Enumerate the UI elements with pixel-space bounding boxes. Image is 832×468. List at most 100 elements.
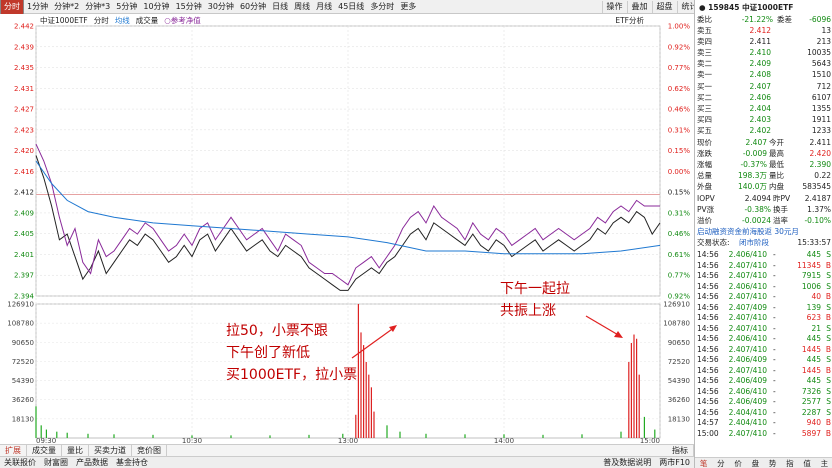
volume-tick-right: 54390 bbox=[668, 377, 690, 385]
status-data-note[interactable]: 普及数据说明 bbox=[603, 457, 652, 467]
tab-volume[interactable]: 成交量 bbox=[27, 444, 62, 457]
tick-sep: - bbox=[773, 376, 776, 385]
tick-volume: 5897 bbox=[801, 428, 821, 438]
annotation-left-line-1: 拉50，小票不跟 bbox=[226, 323, 328, 339]
period-tab-5[interactable]: 10分钟 bbox=[143, 2, 170, 11]
tick-volume: 623 bbox=[806, 313, 821, 322]
price-tick: 2.405 bbox=[14, 230, 34, 238]
panel-row: 卖一 2.408 1510 bbox=[695, 69, 832, 80]
period-tab-1[interactable]: 1分钟 bbox=[27, 2, 49, 11]
tab-indicator[interactable]: 指标 bbox=[667, 444, 694, 457]
weicha-label: 委差 bbox=[777, 15, 792, 24]
tab-expand[interactable]: 扩展 bbox=[0, 444, 27, 457]
tick-side: S bbox=[826, 334, 831, 343]
period-tab-6[interactable]: 15分钟 bbox=[175, 2, 202, 11]
weibi-value: -21.22% bbox=[741, 15, 773, 24]
period-tab-3[interactable]: 分钟*3 bbox=[85, 2, 111, 11]
iopv-label-2: 换手 bbox=[773, 205, 788, 214]
panel-footer-tab-3[interactable]: 盘 bbox=[751, 459, 760, 468]
panel-row: 14:57 2.404/410- 940 B bbox=[695, 417, 832, 428]
tick-price: 2.404/410 bbox=[728, 407, 767, 417]
price-tick: 2.416 bbox=[14, 168, 35, 176]
panel-footer-tab-0[interactable]: 笔 bbox=[699, 459, 708, 468]
tick-sep: - bbox=[773, 260, 776, 270]
tick-volume: 21 bbox=[811, 323, 821, 333]
period-tab-0[interactable]: 分时 bbox=[0, 0, 24, 15]
tick-side: B bbox=[825, 428, 831, 438]
price-tick: 2.435 bbox=[14, 64, 34, 72]
period-tab-2[interactable]: 分钟*2 bbox=[54, 2, 80, 11]
period-tab-11[interactable]: 月线 bbox=[316, 2, 333, 11]
pct-tick: 0.61% bbox=[668, 251, 691, 259]
header-item-volume[interactable]: 成交量 bbox=[135, 15, 159, 25]
quote-label: 外盘 bbox=[697, 182, 712, 191]
period-tab-4[interactable]: 5分钟 bbox=[116, 2, 138, 11]
status-product-data[interactable]: 产品数据 bbox=[76, 457, 108, 467]
time-tick: 10:30 bbox=[182, 437, 202, 444]
price-tick: 2.423 bbox=[14, 126, 34, 134]
tab-volume-ratio[interactable]: 量比 bbox=[62, 444, 89, 457]
tick-sep: - bbox=[773, 428, 776, 438]
tool-button-2[interactable]: 超盘 bbox=[651, 1, 677, 13]
period-tab-9[interactable]: 日线 bbox=[272, 2, 289, 11]
trade-time: 15:33:57 bbox=[797, 238, 831, 247]
header-item-junxian[interactable]: 均线 bbox=[114, 15, 130, 25]
tool-button-0[interactable]: 操作 bbox=[601, 1, 627, 13]
panel-footer-tab-1[interactable]: 分 bbox=[717, 459, 725, 468]
tick-sep: - bbox=[773, 397, 776, 406]
ref-nav-label[interactable]: ○参考净值 bbox=[164, 15, 201, 26]
period-tab-12[interactable]: 45日线 bbox=[338, 2, 365, 11]
status-f10[interactable]: 两市F10 bbox=[659, 457, 690, 467]
tool-button-3[interactable]: 统计 bbox=[676, 1, 702, 13]
etf-analysis-button[interactable]: ETF分析 bbox=[615, 15, 644, 25]
panel-row: 14:56 2.407/410- 1445 B bbox=[695, 365, 832, 376]
tick-price: 2.407/410 bbox=[728, 313, 767, 322]
buy-volume: 1233 bbox=[811, 126, 831, 135]
buy-label: 买五 bbox=[697, 126, 712, 135]
tab-auction[interactable]: 竞价图 bbox=[132, 444, 167, 457]
time-tick: 09:30 bbox=[36, 437, 56, 444]
period-tab-10[interactable]: 周线 bbox=[294, 2, 311, 11]
quote-value-2: 2.420 bbox=[809, 149, 831, 158]
tick-time: 14:56 bbox=[697, 355, 719, 364]
tick-sep: - bbox=[773, 323, 776, 333]
pct-tick: 0.31% bbox=[668, 126, 691, 134]
panel-footer-tab-5[interactable]: 指 bbox=[786, 459, 794, 468]
buy-price: 2.402 bbox=[749, 126, 771, 135]
status-fund-holdings[interactable]: 基金持仓 bbox=[116, 457, 148, 467]
buy-price: 2.403 bbox=[749, 115, 771, 124]
tick-sep: - bbox=[773, 250, 776, 259]
panel-row: 委比 -21.22% 委差 -6096 bbox=[695, 14, 832, 25]
tick-volume: 445 bbox=[806, 355, 821, 364]
tick-side: S bbox=[826, 302, 831, 312]
period-tab-14[interactable]: 更多 bbox=[400, 2, 417, 11]
series-line-1 bbox=[35, 143, 660, 286]
price-tick: 2.442 bbox=[14, 23, 34, 31]
status-linked-quote[interactable]: 关联报价 bbox=[4, 457, 36, 467]
header-item-fenshi[interactable]: 分时 bbox=[93, 15, 109, 25]
tick-side: B bbox=[825, 365, 831, 375]
sell-price: 2.412 bbox=[749, 26, 771, 35]
panel-row: 卖二 2.409 5643 bbox=[695, 58, 832, 69]
tick-time: 14:56 bbox=[697, 365, 719, 375]
pct-tick: 1.00% bbox=[668, 23, 691, 31]
tick-price: 2.407/410 bbox=[728, 260, 767, 270]
period-tab-8[interactable]: 60分钟 bbox=[239, 2, 267, 11]
annotation-arrow-left bbox=[351, 326, 396, 359]
tick-time: 14:56 bbox=[697, 302, 719, 312]
panel-footer-tab-6[interactable]: 值 bbox=[803, 459, 811, 468]
panel-footer-tab-2[interactable]: 价 bbox=[734, 459, 742, 468]
panel-footer-tab-7[interactable]: 主 bbox=[820, 459, 829, 468]
tick-sep: - bbox=[773, 365, 776, 375]
period-tab-13[interactable]: 多分时 bbox=[370, 2, 395, 11]
tool-button-1[interactable]: 叠加 bbox=[626, 1, 652, 13]
iopv-value-2: 2.4187 bbox=[804, 194, 831, 203]
buy-price: 2.404 bbox=[749, 104, 771, 113]
period-tab-7[interactable]: 30分钟 bbox=[207, 2, 234, 11]
price-tick: 2.397 bbox=[14, 272, 34, 280]
volume-tick: 72520 bbox=[12, 358, 34, 366]
panel-footer-tab-4[interactable]: 势 bbox=[768, 459, 777, 468]
tab-buy-sell-force[interactable]: 买卖力道 bbox=[89, 444, 132, 457]
status-wealth[interactable]: 财富圈 bbox=[44, 457, 68, 467]
